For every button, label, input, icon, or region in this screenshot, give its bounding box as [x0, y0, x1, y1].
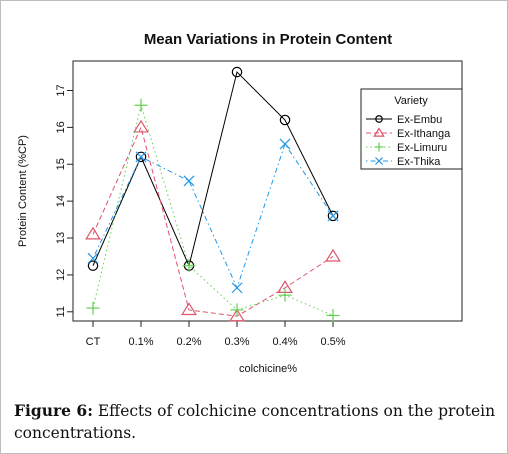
y-tick-label: 13	[55, 232, 67, 244]
data-point	[135, 151, 147, 163]
data-point-shape	[327, 210, 339, 222]
data-point	[181, 302, 197, 316]
data-point	[133, 119, 149, 133]
data-point	[279, 114, 291, 126]
series-line	[92, 103, 334, 316]
legend-marker	[375, 115, 383, 123]
y-tick-label: 12	[55, 269, 67, 281]
y-tick-label: 16	[55, 121, 67, 133]
legend-label: Ex-Limuru	[397, 142, 447, 154]
y-axis: 11 12 13 14 15 16 17	[55, 84, 74, 317]
data-point	[278, 288, 292, 302]
data-point-b	[135, 151, 147, 163]
x-axis-label: colchicine%	[239, 363, 297, 375]
data-point	[134, 98, 148, 112]
data-point-shape	[229, 308, 245, 322]
legend-item: Ex-Limuru	[366, 142, 447, 154]
series-line	[92, 125, 334, 317]
data-point-shape	[85, 226, 101, 240]
x-tick-label: 0.4%	[272, 336, 297, 348]
caption-lead: Figure 6:	[14, 401, 93, 420]
x-tick-label: 0.1%	[128, 336, 153, 348]
x-tick-label: 0.5%	[320, 336, 345, 348]
y-tick-label: 17	[55, 84, 67, 96]
y-tick-label: 11	[55, 306, 67, 317]
legend-label: Ex-Ithanga	[397, 128, 451, 140]
legend: Variety Ex-Embu Ex-Ithanga Ex-Limuru Ex-Thi…	[360, 88, 463, 170]
legend-items: Ex-Embu Ex-Ithanga Ex-Limuru Ex-Thika	[366, 114, 451, 168]
legend-box	[360, 88, 463, 170]
legend-marker-shape	[373, 127, 385, 137]
data-point-shape	[133, 119, 149, 133]
data-point-shape	[325, 248, 341, 262]
data-point	[231, 282, 243, 294]
chart-title: Mean Variations in Protein Content	[144, 31, 392, 48]
data-point-b	[231, 282, 243, 294]
legend-marker	[375, 157, 383, 165]
data-point-shape	[279, 114, 291, 126]
data-point	[279, 138, 291, 150]
legend-item: Ex-Thika	[366, 156, 441, 168]
data-point	[85, 226, 101, 240]
legend-title: Variety	[394, 95, 428, 107]
x-tick-label: 0.2%	[176, 336, 201, 348]
series-ex-limuru	[86, 98, 340, 322]
data-point	[87, 260, 99, 271]
y-tick-label: 14	[55, 195, 67, 207]
data-point	[327, 210, 339, 222]
data-point	[229, 308, 245, 322]
x-axis: CT 0.1% 0.2% 0.3% 0.4% 0.5%	[86, 321, 346, 348]
legend-marker-b	[375, 157, 383, 165]
data-point	[230, 303, 244, 317]
legend-item: Ex-Ithanga	[366, 127, 451, 140]
series-line	[92, 142, 334, 290]
legend-marker	[373, 127, 385, 137]
data-point	[325, 248, 341, 262]
data-point-b	[183, 175, 195, 187]
data-point	[87, 252, 99, 264]
series-ex-ithanga	[85, 119, 341, 322]
series-line	[92, 71, 334, 268]
caption-text: Effects of colchicine concentrations on …	[14, 402, 496, 442]
y-tick-label: 15	[55, 158, 67, 170]
data-point-b	[327, 210, 339, 222]
series-ex-embu	[87, 66, 339, 271]
legend-item: Ex-Embu	[366, 114, 442, 126]
data-point-shape	[135, 151, 147, 163]
x-tick-label: 0.3%	[224, 336, 249, 348]
line-chart: Mean Variations in Protein Content 11121…	[17, 31, 463, 375]
legend-marker-shape	[375, 115, 383, 123]
data-point-shape	[87, 260, 99, 271]
figure-caption: Figure 6: Effects of colchicine concentr…	[14, 400, 498, 444]
data-point-shape	[231, 66, 243, 78]
legend-label: Ex-Thika	[397, 156, 441, 168]
data-point-b	[87, 252, 99, 264]
data-point-b	[279, 138, 291, 150]
legend-marker	[374, 142, 384, 152]
data-point	[135, 151, 147, 163]
legend-label: Ex-Embu	[397, 114, 442, 126]
data-point	[86, 301, 100, 315]
data-point	[327, 210, 339, 222]
series-ex-thika	[87, 138, 339, 294]
data-point-shape	[181, 302, 197, 316]
data-point	[326, 308, 340, 322]
data-point	[182, 259, 196, 273]
data-point	[231, 66, 243, 78]
y-axis-label: Protein Content (%CP)	[17, 135, 29, 247]
x-tick-label: CT	[86, 336, 101, 348]
data-point	[183, 175, 195, 187]
series-layer	[85, 66, 341, 322]
